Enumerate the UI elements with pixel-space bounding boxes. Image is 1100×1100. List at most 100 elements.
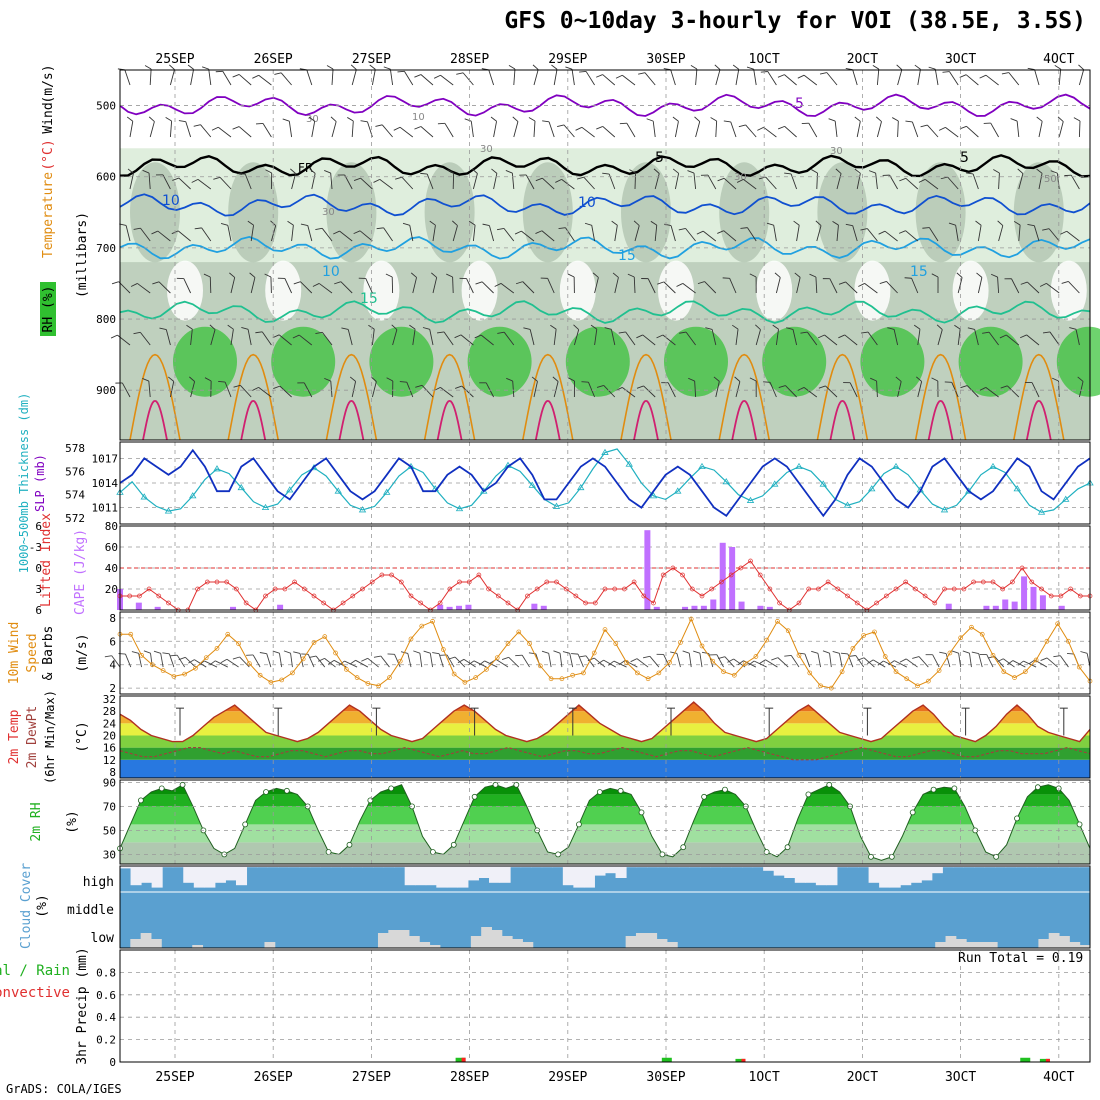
wind-barb xyxy=(775,277,781,294)
wind-barb xyxy=(165,329,171,346)
wind-barb xyxy=(573,329,580,346)
wind-barb-flag xyxy=(232,126,240,130)
top-date-label: 26SEP xyxy=(254,52,293,67)
wind-barb xyxy=(1075,329,1080,346)
bottom-date-label: 4OCT xyxy=(1043,1070,1074,1085)
temp-contour-label: 15 xyxy=(618,248,636,264)
wind-barb xyxy=(803,387,818,398)
lifted-index-marker xyxy=(670,565,676,571)
wind-barb-flag xyxy=(397,70,405,73)
cloud-low-gap xyxy=(429,945,441,948)
wind-barb-flag xyxy=(838,281,846,285)
thickness-marker xyxy=(1037,508,1046,515)
cape-axis-label: CAPE (J/kg) xyxy=(73,529,88,615)
wind-barb-flag xyxy=(293,651,301,654)
wind-barb-flag xyxy=(800,331,808,334)
wind-barb-flag xyxy=(309,655,317,658)
wind-barb-flag xyxy=(618,660,626,665)
wind-barb xyxy=(602,126,616,138)
wind-speed-marker xyxy=(1033,657,1039,663)
rh-shade-green xyxy=(664,326,728,397)
wind-barb-flag xyxy=(732,64,740,70)
wind-barb xyxy=(893,329,899,346)
wind-barb xyxy=(998,172,1000,190)
wind-barb-flag xyxy=(423,650,431,654)
wind-barb xyxy=(226,658,239,668)
wind-speed-marker xyxy=(893,669,899,675)
wind-barb xyxy=(140,227,151,242)
cloud-high-gap xyxy=(267,866,279,868)
temp-contour-20 xyxy=(816,353,869,441)
wind-barb xyxy=(111,655,121,668)
wind-barb-flag xyxy=(178,120,186,123)
wind-barb-flag xyxy=(868,170,876,174)
cape-bar xyxy=(757,605,764,610)
cloud-level-label: middle xyxy=(67,903,114,918)
wind-barb xyxy=(1012,660,1026,668)
temp-contour-20 xyxy=(914,353,967,441)
wind-barb xyxy=(426,173,434,190)
wind-barb xyxy=(911,278,919,294)
cloud-high-gap xyxy=(847,866,859,868)
wind-barb-flag xyxy=(1027,224,1035,227)
cloud-low-gap xyxy=(150,939,162,948)
thickness-marker xyxy=(261,503,270,510)
wind-barb xyxy=(238,126,252,138)
wind-speed-marker xyxy=(559,676,565,682)
wind-barb xyxy=(178,177,191,190)
wind-barb-flag xyxy=(746,66,754,70)
rh-marker xyxy=(888,853,895,860)
wind-barb xyxy=(140,332,151,346)
top-date-label: 29SEP xyxy=(548,52,587,67)
wind-barb xyxy=(125,225,131,242)
lifted-index-marker xyxy=(1000,586,1006,592)
wind-barb-flag xyxy=(353,177,361,182)
wind-barb xyxy=(481,281,494,294)
wind-barb-flag xyxy=(431,272,437,278)
wind-barb xyxy=(1058,121,1064,138)
thickness-marker xyxy=(237,483,245,491)
top-date-label: 30SEP xyxy=(646,52,685,67)
cape-bar xyxy=(465,604,472,610)
wind-speed-marker xyxy=(494,655,500,661)
temp-band xyxy=(120,711,1090,724)
wind-barb-flag xyxy=(701,651,709,655)
cloud-high-gap xyxy=(330,866,342,868)
rh-marker xyxy=(1014,815,1020,822)
rh-shade-dry xyxy=(756,260,793,321)
wind-speed-marker xyxy=(699,643,705,649)
wind-barb xyxy=(1011,278,1020,294)
cloud-high-gap xyxy=(425,866,437,886)
cape-bar xyxy=(710,599,717,610)
rh-band xyxy=(120,824,1090,843)
temp-contour-20 xyxy=(1013,353,1065,441)
lifted-index-marker xyxy=(777,600,782,606)
wind-barb-flag xyxy=(514,230,522,235)
wind-speed-marker xyxy=(397,658,403,664)
lifted-index-marker xyxy=(1039,586,1044,592)
wind-barb-flag xyxy=(535,230,543,234)
cloud-low-gap xyxy=(966,942,977,948)
lifted-index-marker xyxy=(1010,579,1015,585)
wind-barb-flag xyxy=(737,660,744,666)
wind-barb xyxy=(278,653,283,668)
wind-barb xyxy=(493,121,498,138)
precip-tick-label: 0 xyxy=(109,1056,116,1069)
lifted-index-marker xyxy=(137,593,142,599)
cloud-high-gap xyxy=(478,866,490,878)
wind-speed-marker xyxy=(290,670,295,676)
wind-barb-flag xyxy=(596,385,604,388)
wind-speed-marker xyxy=(1055,621,1061,627)
rh-unit-label: (%) xyxy=(65,810,80,833)
rh-tick-label: 30 xyxy=(103,848,116,861)
lifted-index-marker xyxy=(127,593,133,599)
wind-barb xyxy=(974,329,979,346)
wind-barb-flag xyxy=(468,660,475,666)
temp-axis-label-4: (°C) xyxy=(75,721,90,752)
wind-speed-marker xyxy=(279,677,285,683)
wind-barb xyxy=(753,69,757,86)
wind-barb xyxy=(816,225,822,242)
wind-barb xyxy=(129,121,134,138)
rh-shade-green xyxy=(1056,326,1100,397)
temp-contour-5 xyxy=(119,93,1091,117)
